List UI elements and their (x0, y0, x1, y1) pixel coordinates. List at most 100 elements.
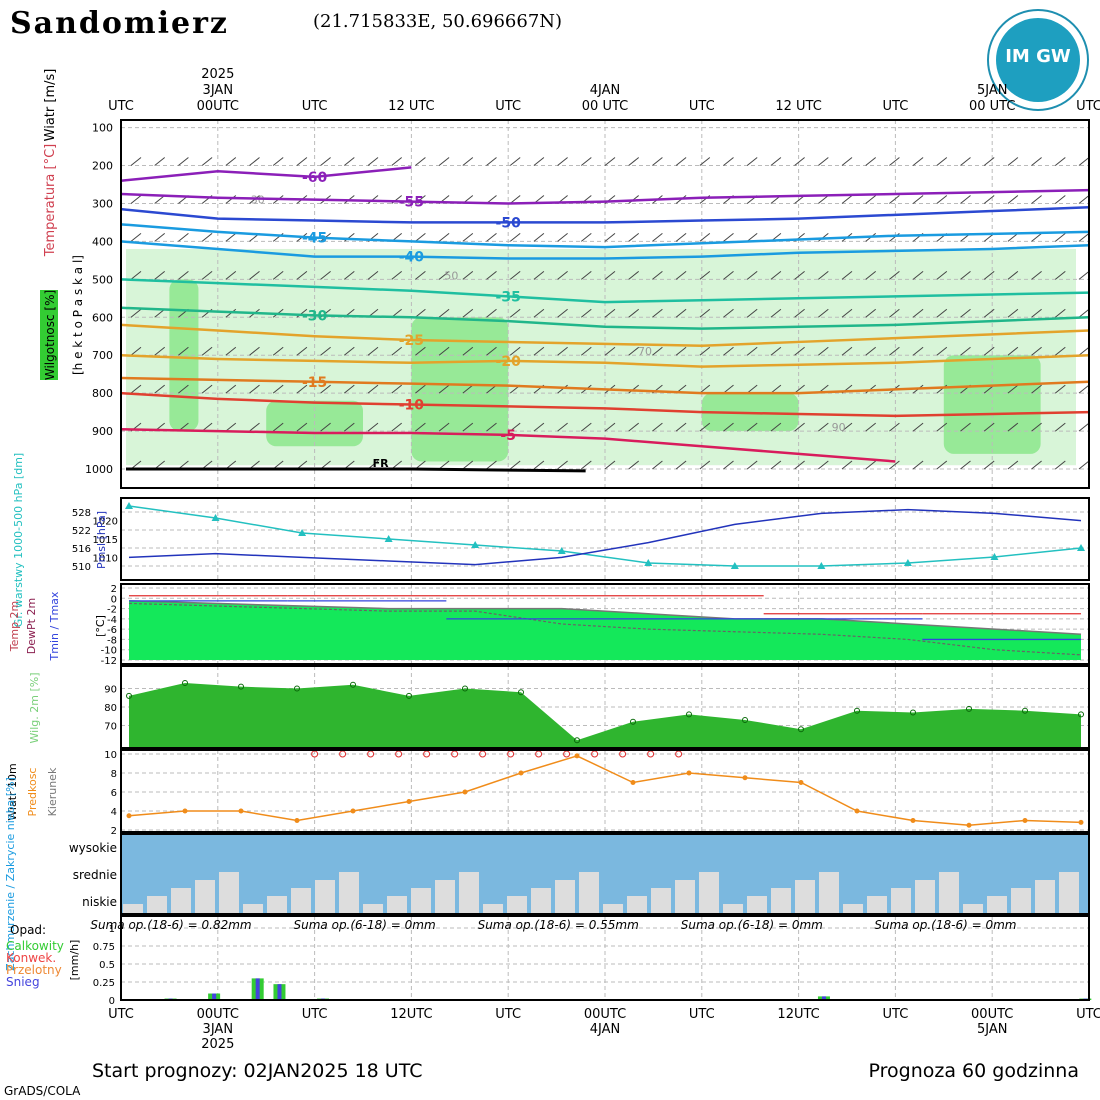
wind-barb (438, 270, 450, 280)
wind-barb (154, 157, 166, 166)
wind-speed-point (1022, 818, 1028, 823)
freezing-line (126, 467, 586, 473)
cloud-bar (219, 872, 239, 914)
wind-barb (1007, 422, 1019, 432)
wind-barb (533, 422, 545, 432)
wind-barb (580, 233, 592, 242)
wind-barb (178, 233, 189, 242)
isotherm-line (120, 306, 1090, 330)
temp-tick: 2 (111, 584, 117, 595)
thickness-tick: 522 (72, 526, 91, 537)
wind-barb (983, 308, 995, 318)
wind-barb (462, 233, 474, 242)
cloud-bar (147, 896, 167, 914)
wind-barb (770, 460, 782, 470)
cloud-bar (819, 872, 839, 914)
wind-barb (438, 460, 450, 470)
wind-barb (817, 422, 829, 432)
time-label-top: 12 UTC (388, 99, 434, 114)
wind-barb (1078, 422, 1090, 432)
wind-barb (912, 195, 924, 204)
wind-speed-point (742, 775, 748, 781)
wind-speed-point (1078, 819, 1084, 825)
humidity-area (411, 317, 509, 462)
isotherm-label: -15 (302, 375, 327, 391)
wind-barb (604, 346, 616, 356)
wind-speed-point (294, 818, 300, 823)
wind-barb (1007, 346, 1019, 356)
precip-axis-label: [mm/h] (68, 940, 81, 981)
thickness-point (1077, 544, 1085, 551)
wind-speed-point (910, 818, 916, 823)
wind-barb (225, 346, 237, 356)
wind-barb (817, 346, 829, 356)
wind-barb (533, 308, 545, 318)
humidity-area (943, 355, 1041, 454)
wind-speed-point (462, 789, 468, 795)
wind-barb (1031, 195, 1042, 204)
wind-barb (320, 384, 331, 394)
precip-legend-title: Opad: (10, 923, 46, 937)
pmsl-tick: 1015 (93, 535, 118, 546)
isotherm-line (120, 323, 1090, 347)
wind-barb (983, 422, 995, 432)
isotherm-line (120, 240, 1090, 260)
wind-barb (628, 346, 640, 356)
wind-barb (1078, 270, 1090, 280)
wind-barb (960, 195, 971, 204)
time-label-bottom: 12UTC (777, 1007, 819, 1022)
wind-barb (391, 384, 403, 394)
temperature-frame (120, 583, 1090, 665)
wind-barb (415, 270, 426, 280)
wind-barb (889, 195, 900, 204)
wind-barb (889, 270, 900, 280)
wind-barb (415, 157, 426, 166)
wind-barb (343, 157, 355, 166)
wind-barb (675, 346, 687, 356)
cloud-bar (939, 872, 959, 914)
isotherm-label: -50 (496, 215, 522, 231)
wind-barb (770, 270, 782, 280)
wind-barb (652, 346, 663, 356)
wind-barb (770, 346, 782, 356)
pressure-tick: 100 (92, 122, 113, 135)
wind-barb (699, 346, 711, 356)
wind-speed-point (182, 808, 188, 814)
wind-barb (509, 346, 521, 356)
rh-tick: 80 (104, 703, 117, 714)
wind-barb (557, 270, 568, 280)
forecast-start: Start prognozy: 02JAN2025 18 UTC (92, 1060, 422, 1082)
wind-barb (486, 233, 497, 242)
wind-barb (154, 346, 166, 356)
wind-barb (889, 422, 900, 432)
cloud-bar (243, 904, 263, 914)
thickness-tick: 516 (72, 544, 91, 555)
cloud-bar (747, 896, 767, 914)
wind-barb (486, 346, 497, 356)
wind-barb (865, 460, 877, 470)
wind-barb (462, 157, 474, 166)
precip-legend-item: Konwek. (6, 951, 56, 965)
thickness-point (384, 535, 393, 542)
cloud-bar (387, 896, 407, 914)
wind-barb (889, 460, 900, 470)
wind-barb (1054, 460, 1066, 470)
wind-barb (1078, 346, 1090, 356)
wind-barb (557, 384, 568, 394)
wind-barb (794, 346, 805, 356)
cloud-bar (627, 896, 647, 914)
wind-barb (699, 422, 711, 432)
wind-barb (817, 460, 829, 470)
cloud-bar (291, 888, 311, 914)
precip-tick: 1 (109, 924, 115, 935)
wind-barb (486, 157, 497, 166)
pressure-axis-label: [h e k t o P a s k a l] (71, 255, 85, 375)
wind-barb (343, 346, 355, 356)
wind-barb (415, 384, 426, 394)
wind-barb (438, 422, 450, 432)
wind-barb (841, 195, 853, 204)
wind-barb (983, 157, 995, 166)
wind-barb (652, 233, 663, 242)
humidity-frame (120, 665, 1090, 749)
wind-barb (557, 422, 568, 432)
